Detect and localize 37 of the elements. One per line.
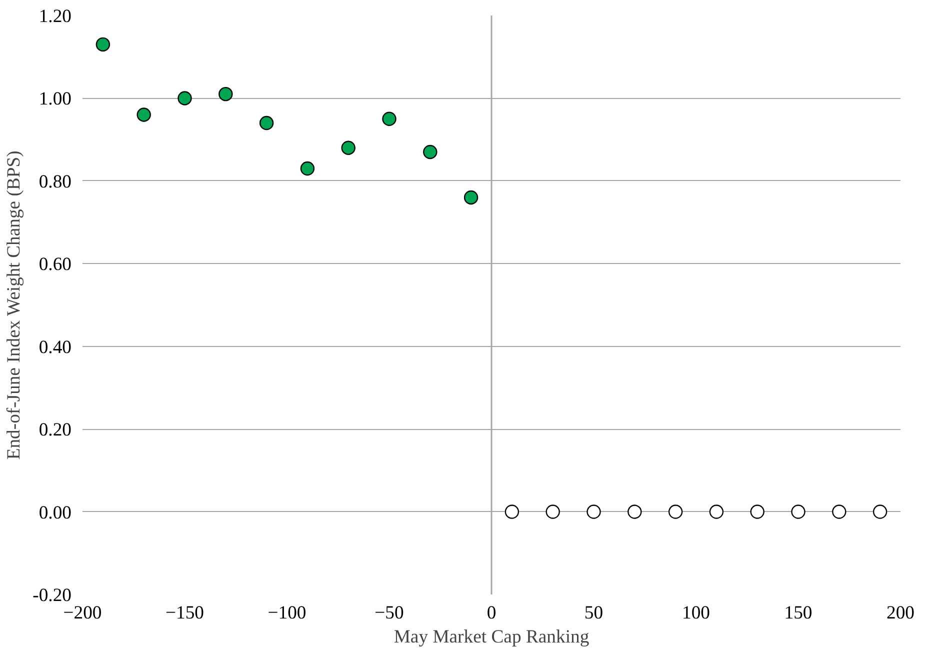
point [546,504,560,519]
point [709,504,724,519]
point [791,504,806,519]
point [464,190,478,205]
point [382,112,396,126]
y-tick-label: 1.20 [38,6,72,27]
x-tick-label: 100 [682,602,710,624]
point [586,504,601,519]
y-tick-label: 0.80 [38,171,72,192]
point [218,86,233,102]
point [628,504,642,519]
point [668,504,683,519]
x-tick-label: −150 [165,602,204,624]
x-tick-label: 200 [886,602,914,624]
x-tick-label: 150 [784,602,812,624]
y-tick-label: 0.00 [38,502,72,524]
y-tick-label: 0.20 [38,420,72,441]
x-tick-label: 0 [486,602,496,624]
y-tick-label: 0.60 [38,254,72,276]
point [136,108,151,122]
point [341,140,356,155]
point [300,161,315,176]
x-tick-label: 50 [584,602,604,624]
point [872,504,888,519]
y-axis-title: End-of-June Index Weight Change (BPS) [4,150,25,460]
point [750,504,764,519]
point [832,504,846,519]
point [259,116,274,130]
point [96,37,110,52]
y-tick-label: 0.40 [38,336,72,358]
point [178,91,192,106]
x-tick-label: −50 [374,602,404,624]
point [423,144,438,160]
point [504,504,520,519]
x-tick-label: −100 [268,602,306,624]
y-tick-label: 1.00 [38,88,72,110]
x-axis-title: May Market Cap Ranking [394,626,590,648]
